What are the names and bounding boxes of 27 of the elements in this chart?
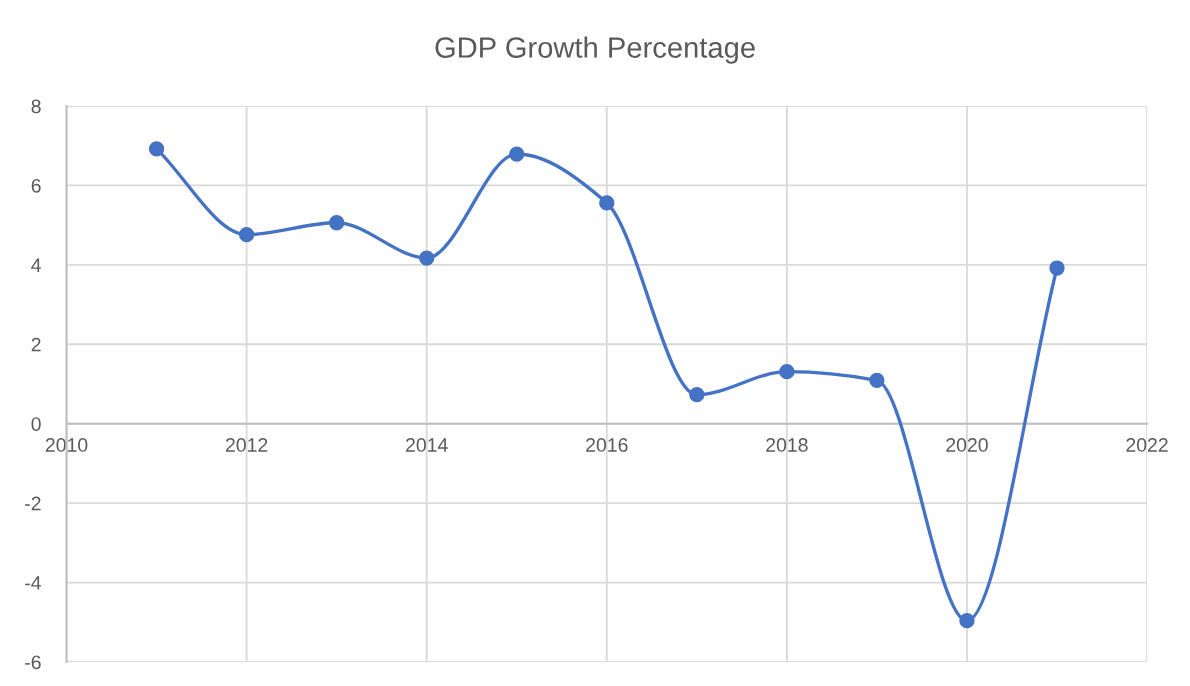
point bbox=[238, 227, 255, 243]
x-tick-label: 2020 bbox=[946, 438, 988, 452]
y-tick-label: 8 bbox=[31, 99, 41, 114]
point bbox=[779, 364, 795, 380]
x-tick-label: 2018 bbox=[766, 438, 808, 452]
point bbox=[329, 215, 345, 231]
point bbox=[1049, 260, 1065, 276]
point bbox=[689, 387, 705, 403]
point bbox=[509, 146, 525, 162]
y-tick-label: 4 bbox=[31, 258, 41, 272]
x-tick-label: 2016 bbox=[586, 438, 628, 452]
y-tick-label: -6 bbox=[25, 655, 41, 670]
y-tick-label: -2 bbox=[25, 496, 41, 511]
y-tick-label: -4 bbox=[25, 576, 41, 590]
point bbox=[599, 195, 615, 211]
point bbox=[959, 613, 975, 629]
y-tick-label: 6 bbox=[31, 178, 41, 193]
point bbox=[869, 372, 885, 389]
x-tick-label: 2010 bbox=[45, 438, 88, 452]
point bbox=[148, 141, 165, 157]
chart-title: GDP Growth Percentage bbox=[435, 36, 755, 64]
x-tick-label: 2014 bbox=[406, 438, 448, 452]
x-tick-label: 2022 bbox=[1126, 438, 1168, 452]
y-tick-label: 0 bbox=[31, 417, 41, 431]
point bbox=[419, 250, 435, 266]
y-tick-label: 2 bbox=[31, 337, 41, 352]
x-tick-label: 2012 bbox=[225, 438, 268, 452]
